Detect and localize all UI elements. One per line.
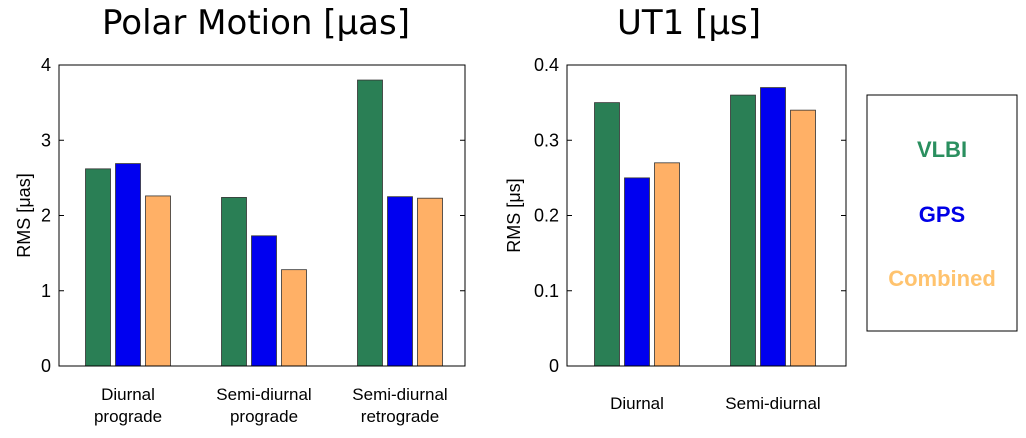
y-tick-label: 1 <box>41 281 51 301</box>
chart-panel-1: Polar Motion [μas] Diurnal prograde Semi-di… <box>14 3 466 426</box>
bar-vlbi-1 <box>85 168 111 367</box>
legend-box <box>866 94 1018 332</box>
category-label: Semi-diurnal <box>352 385 447 404</box>
chart-title: UT1 [μs] <box>617 3 761 43</box>
bar-gps-1 <box>624 177 650 367</box>
bar-combined-1 <box>654 162 680 367</box>
legend-item-gps: GPS <box>919 202 965 227</box>
bar-combined-2 <box>790 109 816 367</box>
category-label: Semi-diurnal <box>725 394 820 413</box>
category-label: prograde <box>94 407 162 426</box>
y-axis-label: RMS [μas] <box>14 173 34 257</box>
legend-item-vlbi: VLBI <box>917 137 967 162</box>
bar-gps-1 <box>115 163 141 367</box>
y-tick-label: 0.3 <box>534 130 559 150</box>
y-tick-label: 3 <box>41 130 51 150</box>
y-tick-label: 0.2 <box>534 206 559 226</box>
y-tick-label: 2 <box>41 206 51 226</box>
chart-title: Polar Motion [μas] <box>102 3 410 43</box>
y-tick-label: 0.4 <box>534 55 559 75</box>
bar-vlbi-2 <box>730 94 756 367</box>
bar-vlbi-1 <box>594 102 620 367</box>
y-tick-label: 0 <box>41 356 51 376</box>
y-axis-label: RMS [μs] <box>504 178 524 252</box>
category-label: Diurnal <box>101 385 155 404</box>
category-label: Diurnal <box>610 394 664 413</box>
legend: VLBI GPS Combined <box>866 94 1018 332</box>
category-label: Semi-diurnal <box>216 385 311 404</box>
bar-vlbi-2 <box>221 197 247 367</box>
category-label: prograde <box>230 407 298 426</box>
legend-item-combined: Combined <box>888 266 996 291</box>
bar-vlbi-3 <box>357 79 383 367</box>
bar-combined-2 <box>281 269 307 367</box>
bar-gps-3 <box>387 196 413 367</box>
y-tick-label: 0 <box>549 356 559 376</box>
y-tick-label: 0.1 <box>534 281 559 301</box>
bar-combined-1 <box>145 195 171 367</box>
bar-gps-2 <box>760 87 786 367</box>
bar-combined-3 <box>417 197 443 367</box>
category-label: retrograde <box>361 407 439 426</box>
y-tick-label: 4 <box>41 55 51 75</box>
chart-panel-2: UT1 [μs] Diurnal Semi-diurnal 0 0.1 0.2 0.3 0.4… <box>504 3 847 413</box>
bar-gps-2 <box>251 235 277 367</box>
